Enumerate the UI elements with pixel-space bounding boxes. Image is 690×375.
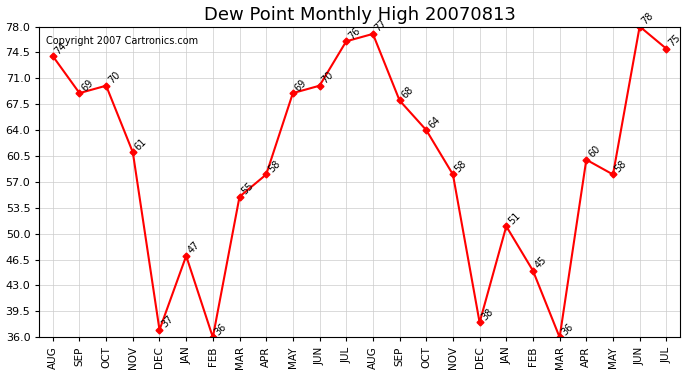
Text: 37: 37 [159,314,175,330]
Text: 58: 58 [266,159,282,174]
Title: Dew Point Monthly High 20070813: Dew Point Monthly High 20070813 [204,6,515,24]
Text: 55: 55 [239,181,255,197]
Text: 70: 70 [319,70,335,86]
Text: 58: 58 [613,159,629,174]
Text: 36: 36 [213,321,228,337]
Text: 45: 45 [533,255,549,271]
Text: 76: 76 [346,26,362,41]
Text: 38: 38 [480,307,495,322]
Text: 77: 77 [373,18,388,34]
Text: 78: 78 [640,10,655,27]
Text: 69: 69 [293,77,308,93]
Text: 51: 51 [506,210,522,226]
Text: 75: 75 [667,33,682,49]
Text: 36: 36 [560,321,575,337]
Text: 70: 70 [106,70,122,86]
Text: 60: 60 [586,144,602,160]
Text: 69: 69 [79,77,95,93]
Text: 61: 61 [132,136,148,152]
Text: Copyright 2007 Cartronics.com: Copyright 2007 Cartronics.com [46,36,198,46]
Text: 47: 47 [186,240,202,256]
Text: 64: 64 [426,114,442,130]
Text: 74: 74 [53,40,68,56]
Text: 68: 68 [400,85,415,100]
Text: 58: 58 [453,159,469,174]
